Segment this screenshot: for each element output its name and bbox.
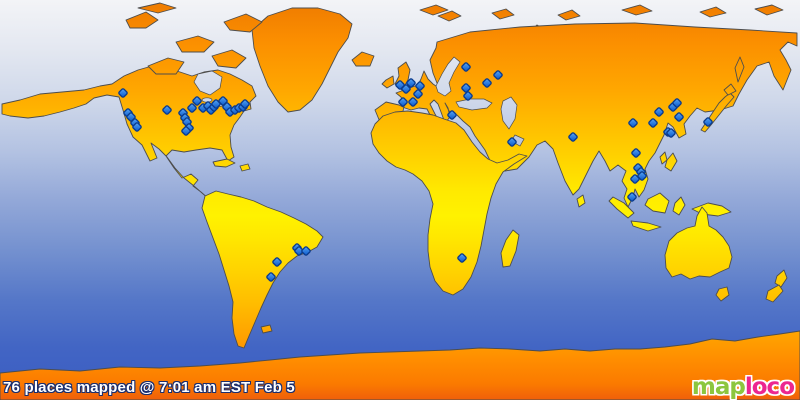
visitor-dot — [401, 84, 411, 94]
visitor-dot — [666, 128, 676, 138]
visitor-dot — [482, 78, 492, 88]
visitor-dot — [181, 126, 191, 136]
visitor-dot — [674, 112, 684, 122]
visitor-dot — [463, 91, 473, 101]
visitor-dot — [187, 103, 197, 113]
iceland — [351, 51, 375, 67]
visitor-dot — [648, 118, 658, 128]
visitor-dot — [406, 78, 416, 88]
caspian-sea — [500, 96, 518, 130]
visitor-dot — [272, 257, 282, 267]
logo-text-map: map — [691, 374, 746, 400]
logo-text-loco: loco — [744, 374, 795, 400]
visitor-dot — [132, 122, 142, 132]
visitor-dot — [447, 110, 457, 120]
visitor-dot — [461, 62, 471, 72]
continent-eurasia — [374, 22, 798, 208]
madagascar — [500, 229, 520, 268]
places-mapped-status: 76 places mapped @ 7:01 am EST Feb 5 — [3, 379, 295, 396]
visitor-dot — [240, 99, 250, 109]
tasmania — [715, 286, 730, 302]
continent-south-america — [201, 190, 324, 349]
continent-antarctica — [0, 330, 800, 400]
hudson-bay — [193, 70, 223, 96]
visitor-dot — [628, 118, 638, 128]
visitor-dot — [631, 148, 641, 158]
visitor-dot — [457, 253, 467, 263]
visitor-dot — [162, 105, 172, 115]
visitor-dot — [118, 88, 128, 98]
maploco-logo[interactable]: maploco — [691, 374, 795, 400]
visitor-dot — [398, 97, 408, 107]
new-zealand — [765, 269, 788, 303]
visitor-dot — [507, 137, 517, 147]
dots-layer — [118, 62, 713, 282]
visitor-dot — [266, 272, 276, 282]
visitor-dot — [192, 96, 202, 106]
visitor-dot — [627, 192, 637, 202]
visitor-dot — [493, 70, 503, 80]
visitor-dot — [294, 246, 304, 256]
visitor-dot — [461, 83, 471, 93]
visitor-dot — [408, 97, 418, 107]
visitor-dot — [568, 132, 578, 142]
visitor-dot — [703, 117, 713, 127]
visitor-dot — [413, 89, 423, 99]
visitor-dot — [630, 174, 640, 184]
continent-australia — [664, 206, 733, 280]
black-sea — [455, 98, 493, 111]
visitor-dot — [672, 98, 682, 108]
baltic-sea — [435, 56, 461, 97]
caribbean-islands — [212, 158, 251, 172]
visitor-dot — [415, 81, 425, 91]
falkland-islands — [260, 324, 273, 334]
visitor-dot — [654, 107, 664, 117]
visitor-dot — [301, 246, 311, 256]
continent-africa — [370, 110, 528, 296]
continent-north-america — [1, 65, 257, 201]
greenland — [251, 7, 353, 113]
